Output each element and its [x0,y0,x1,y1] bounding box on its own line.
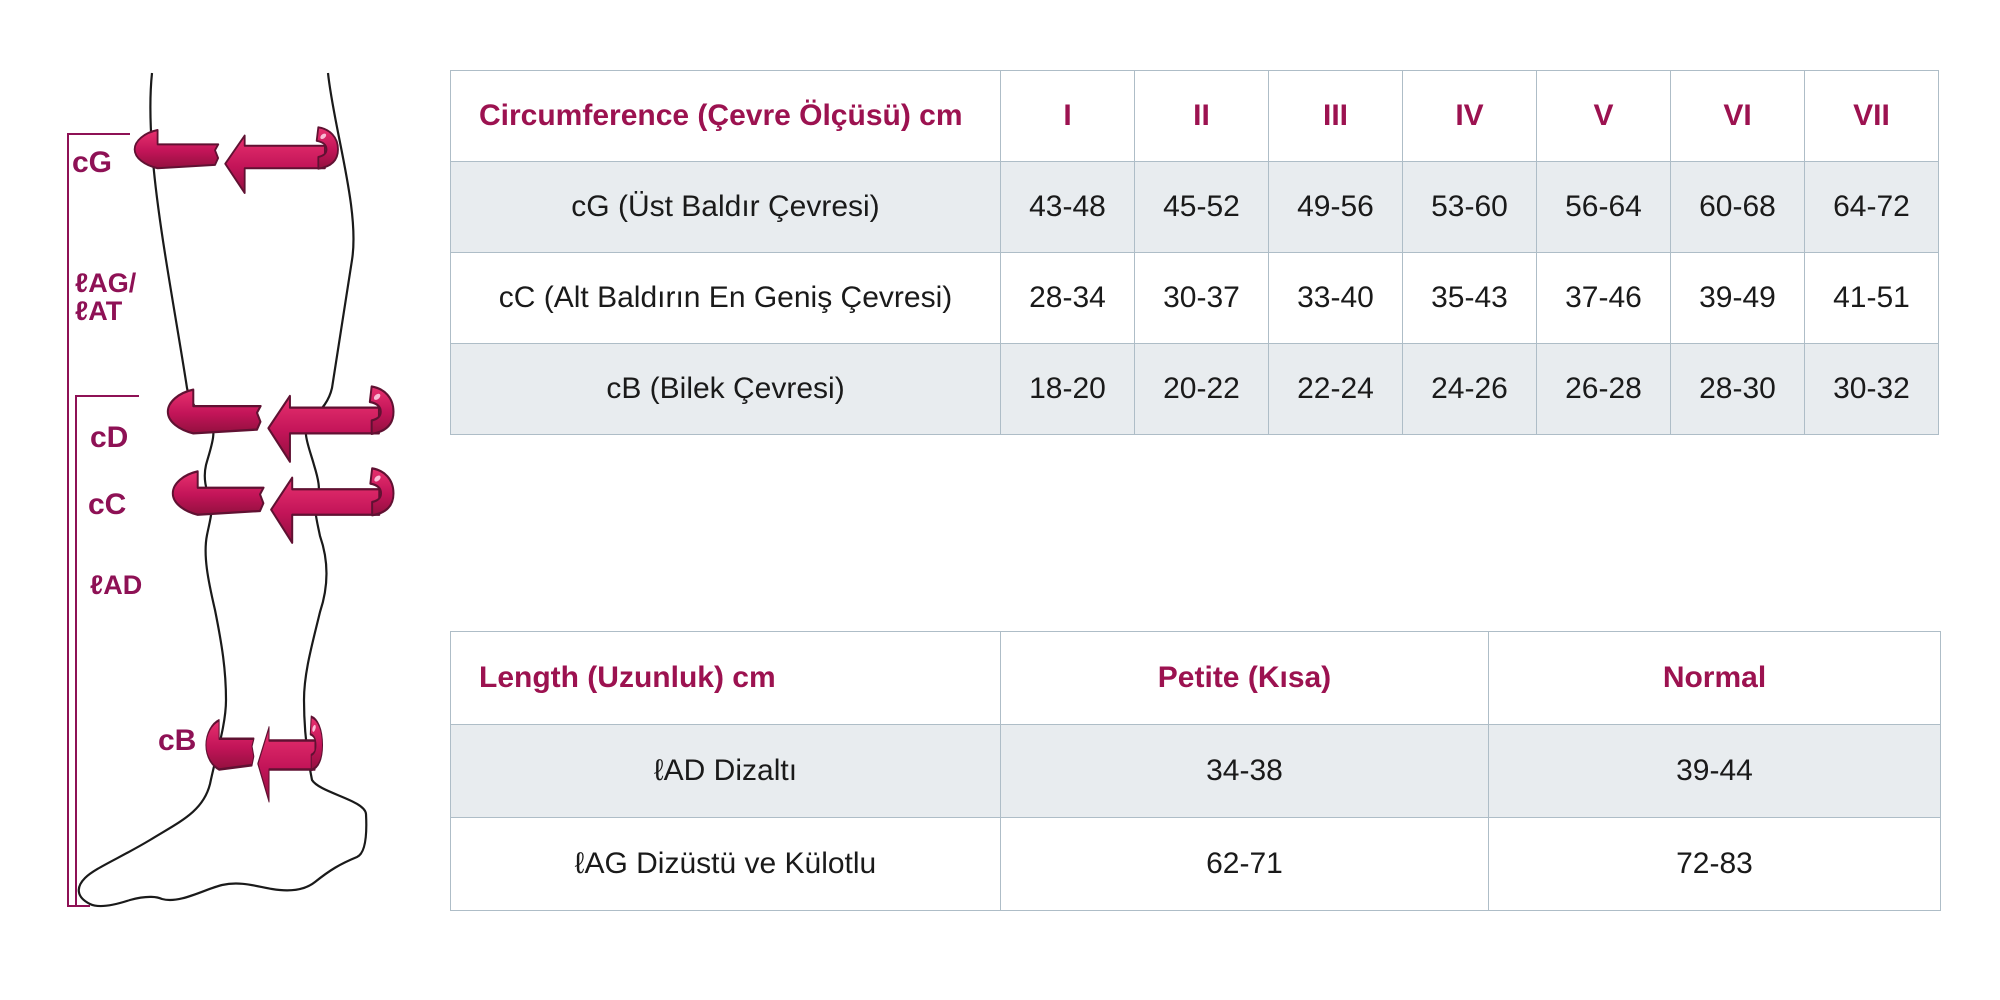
svg-text:cD: cD [90,421,128,454]
svg-text:ℓAT: ℓAT [75,296,123,326]
svg-text:cB: cB [158,724,196,757]
svg-text:cC: cC [88,488,126,521]
svg-text:ℓAG/: ℓAG/ [75,268,137,298]
svg-text:cG: cG [72,146,112,179]
svg-text:ℓAD: ℓAD [90,570,142,600]
